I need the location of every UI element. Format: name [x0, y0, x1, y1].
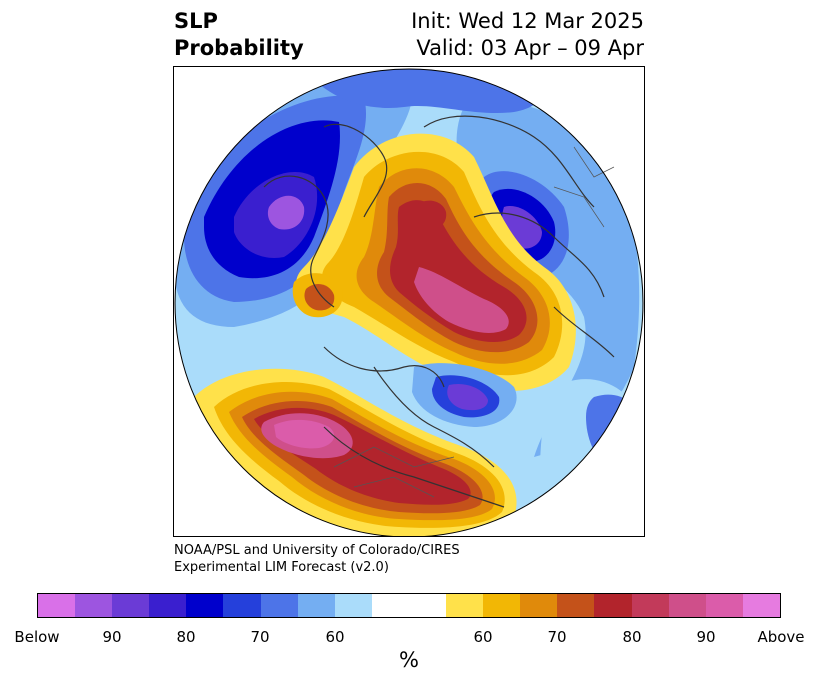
credit: NOAA/PSL and University of Colorado/CIRE… [174, 542, 460, 576]
colorbar-segment [446, 594, 484, 617]
high-anomaly-arctic-a90 [414, 267, 509, 333]
colorbar-segment [557, 594, 595, 617]
colorbar-tick-label: Above [757, 628, 805, 646]
colorbar-tick-label: 80 [176, 628, 196, 646]
colorbar-tick-label: 60 [325, 628, 345, 646]
init-date: Init: Wed 12 Mar 2025 [411, 9, 644, 33]
map-boundary [174, 68, 644, 536]
colorbar-segment [408, 594, 447, 617]
coastlines [263, 115, 615, 508]
colorbar-segment [520, 594, 558, 617]
low-anomaly-southeast [534, 379, 643, 536]
colorbar-tick-label: 90 [102, 628, 122, 646]
colorbar-tick-label: 60 [473, 628, 493, 646]
colorbar-segment [705, 594, 743, 617]
colorbar-segment [371, 594, 409, 617]
colorbar-segment [742, 594, 780, 617]
colorbar-segment [668, 594, 706, 617]
high-anomaly-atlantic-core [304, 284, 335, 311]
colorbar-segment [149, 594, 187, 617]
colorbar-tick-label: 90 [696, 628, 716, 646]
colorbar-segment [297, 594, 335, 617]
title-quantity: Probability [174, 36, 304, 60]
valid-range: Valid: 03 Apr – 09 Apr [416, 36, 644, 60]
credit-line-2: Experimental LIM Forecast (v2.0) [174, 560, 389, 575]
map-title: SLP Probability [174, 8, 304, 62]
colorbar-segment [38, 594, 76, 617]
high-anomaly-pacific-a95 [274, 419, 335, 449]
polar-map [173, 66, 645, 537]
colorbar [37, 593, 781, 618]
colorbar-segment [483, 594, 521, 617]
colorbar-segment [75, 594, 113, 617]
colorbar-tick-label: 70 [547, 628, 567, 646]
low-anomaly-canada-b97 [447, 383, 488, 411]
colorbar-segment [594, 594, 632, 617]
title-variable: SLP [174, 9, 218, 33]
political-borders [333, 146, 615, 498]
colorbar-segment [260, 594, 298, 617]
low-anomaly-southeast-b80 [586, 394, 642, 466]
colorbar-tick-label: 80 [622, 628, 642, 646]
colorbar-tick-label: 70 [250, 628, 270, 646]
colorbar-unit: % [399, 648, 419, 672]
colorbar-segment [223, 594, 261, 617]
high-anomaly-greenland [412, 200, 447, 230]
low-anomaly-west-b99 [267, 195, 305, 230]
colorbar-segment [112, 594, 150, 617]
slp-probability-map [174, 68, 644, 536]
forecast-dates: Init: Wed 12 Mar 2025 Valid: 03 Apr – 09… [411, 8, 644, 62]
colorbar-segment [631, 594, 669, 617]
credit-line-1: NOAA/PSL and University of Colorado/CIRE… [174, 543, 460, 558]
colorbar-tick-label: Below [14, 628, 60, 646]
colorbar-segment [334, 594, 372, 617]
colorbar-segment [186, 594, 224, 617]
